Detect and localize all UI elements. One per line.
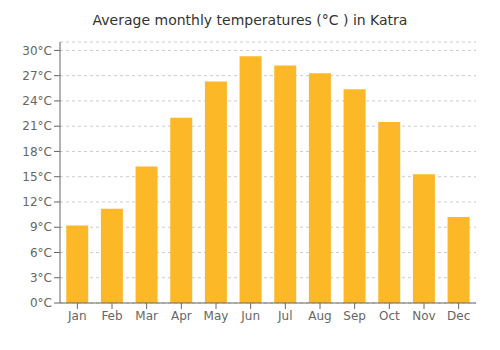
svg-text:9°C: 9°C — [30, 220, 52, 234]
svg-text:0°C: 0°C — [30, 296, 52, 310]
html-text:Average monthly temperatures (: Average monthly temperatures (°C ) in Ka… — [92, 12, 408, 28]
svg-text:6°C: 6°C — [30, 246, 52, 260]
svg-text:May: May — [204, 309, 229, 323]
svg-text:18°C: 18°C — [22, 145, 52, 159]
svg-text:Mar: Mar — [135, 309, 158, 323]
svg-text:Feb: Feb — [101, 309, 122, 323]
svg-text:15°C: 15°C — [22, 170, 52, 184]
svg-text:Aug: Aug — [308, 309, 331, 323]
svg-text:Sep: Sep — [343, 309, 366, 323]
svg-text:Apr: Apr — [171, 309, 192, 323]
svg-text:Jun: Jun — [240, 309, 260, 323]
svg-text:3°C: 3°C — [30, 271, 52, 285]
svg-text:Dec: Dec — [447, 309, 470, 323]
svg-text:27°C: 27°C — [22, 69, 52, 83]
svg-text:Jan: Jan — [67, 309, 87, 323]
svg-text:30°C: 30°C — [22, 44, 52, 58]
svg-text:Oct: Oct — [379, 309, 400, 323]
svg-text:12°C: 12°C — [22, 195, 52, 209]
svg-text:21°C: 21°C — [22, 119, 52, 133]
svg-text:Jul: Jul — [277, 309, 292, 323]
svg-text:Nov: Nov — [412, 309, 435, 323]
svg-text:24°C: 24°C — [22, 94, 52, 108]
